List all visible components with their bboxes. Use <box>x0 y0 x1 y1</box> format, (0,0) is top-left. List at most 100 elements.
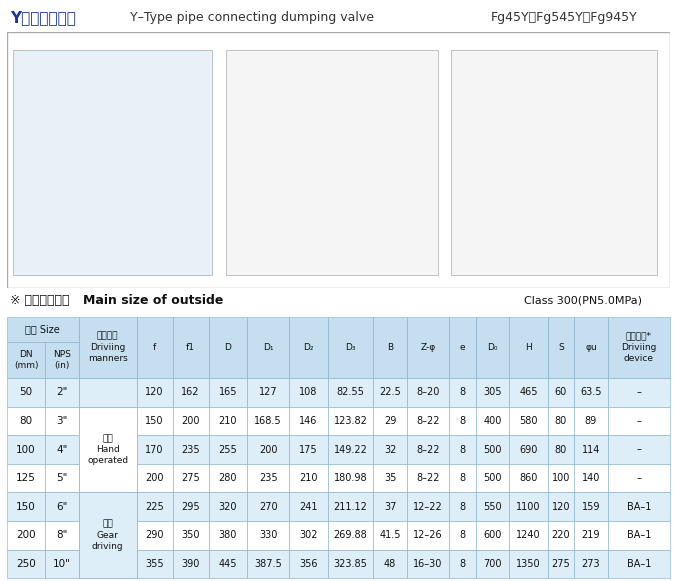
Bar <box>45 521 79 550</box>
Bar <box>509 550 548 578</box>
Text: D₀: D₀ <box>487 343 498 352</box>
Bar <box>209 550 247 578</box>
Text: 302: 302 <box>299 530 318 540</box>
Text: 700: 700 <box>483 559 502 569</box>
Bar <box>289 407 328 435</box>
Bar <box>79 435 137 464</box>
Bar <box>328 435 373 464</box>
Bar <box>7 464 45 492</box>
Text: ※ 主要外形尺寸: ※ 主要外形尺寸 <box>10 294 70 307</box>
Bar <box>548 407 574 435</box>
Text: 165: 165 <box>219 388 237 397</box>
Text: 211.12: 211.12 <box>334 501 368 512</box>
Text: 100: 100 <box>552 473 570 483</box>
Bar <box>79 378 137 407</box>
Bar <box>45 464 79 492</box>
Bar <box>574 378 608 407</box>
Bar <box>574 492 608 521</box>
Bar <box>7 317 79 342</box>
Text: 12–26: 12–26 <box>413 530 443 540</box>
Bar <box>509 492 548 521</box>
Text: 29: 29 <box>384 416 396 426</box>
Bar <box>407 435 449 464</box>
Text: 500: 500 <box>483 473 502 483</box>
Bar <box>7 521 45 550</box>
Bar <box>373 317 407 378</box>
Text: H: H <box>525 343 531 352</box>
Bar <box>608 492 670 521</box>
Bar <box>289 317 328 378</box>
Text: 50: 50 <box>20 388 32 397</box>
Bar <box>509 317 548 378</box>
Text: 235: 235 <box>181 444 200 454</box>
Bar <box>247 435 289 464</box>
Text: f: f <box>153 343 156 352</box>
Bar <box>137 378 173 407</box>
Text: 3": 3" <box>56 416 68 426</box>
Text: 465: 465 <box>519 388 538 397</box>
Bar <box>137 407 173 435</box>
Bar <box>79 407 137 492</box>
Text: Main size of outside: Main size of outside <box>83 294 223 307</box>
Text: 690: 690 <box>519 444 538 454</box>
Text: 60: 60 <box>554 388 567 397</box>
Bar <box>289 464 328 492</box>
Text: D₃: D₃ <box>345 343 356 352</box>
Bar <box>173 550 209 578</box>
Bar <box>173 464 209 492</box>
Text: 41.5: 41.5 <box>379 530 401 540</box>
Bar <box>475 464 509 492</box>
Text: 150: 150 <box>16 501 36 512</box>
Bar <box>137 464 173 492</box>
Text: 600: 600 <box>483 530 502 540</box>
Text: 225: 225 <box>146 501 164 512</box>
Text: Y–Type pipe connecting dumping valve: Y–Type pipe connecting dumping valve <box>129 11 374 24</box>
Text: 273: 273 <box>582 559 600 569</box>
Bar <box>449 521 475 550</box>
Bar <box>373 407 407 435</box>
Bar <box>209 407 247 435</box>
Text: 82.55: 82.55 <box>336 388 364 397</box>
Bar <box>7 342 45 378</box>
Bar <box>79 492 137 578</box>
Text: 120: 120 <box>552 501 570 512</box>
Bar <box>475 378 509 407</box>
Bar <box>328 521 373 550</box>
Bar <box>407 464 449 492</box>
Bar <box>137 492 173 521</box>
Text: 159: 159 <box>582 501 600 512</box>
Text: 200: 200 <box>259 444 278 454</box>
Bar <box>509 407 548 435</box>
Text: 241: 241 <box>299 501 318 512</box>
Bar <box>548 521 574 550</box>
Text: 1100: 1100 <box>516 501 541 512</box>
Text: 356: 356 <box>299 559 318 569</box>
Text: 80: 80 <box>554 444 567 454</box>
Bar <box>79 550 137 578</box>
Text: 123.82: 123.82 <box>334 416 368 426</box>
Bar <box>548 317 574 378</box>
Text: 8: 8 <box>459 530 465 540</box>
Bar <box>45 435 79 464</box>
Bar <box>509 378 548 407</box>
Bar <box>574 550 608 578</box>
Bar <box>45 378 79 407</box>
Text: 149.22: 149.22 <box>334 444 368 454</box>
Bar <box>373 378 407 407</box>
Bar <box>7 378 45 407</box>
Text: 210: 210 <box>219 416 237 426</box>
Bar <box>14 50 213 275</box>
Text: 齿动
Gear
driving: 齿动 Gear driving <box>92 519 123 551</box>
Bar <box>247 407 289 435</box>
Text: 120: 120 <box>146 388 164 397</box>
Bar <box>548 378 574 407</box>
Text: 22.5: 22.5 <box>379 388 401 397</box>
Bar <box>137 317 173 378</box>
Bar <box>548 492 574 521</box>
Bar <box>373 464 407 492</box>
Text: Class 300(PN5.0MPa): Class 300(PN5.0MPa) <box>524 296 642 306</box>
Text: 275: 275 <box>552 559 570 569</box>
Text: 驱动装置*
Driviing
device: 驱动装置* Driviing device <box>621 332 657 363</box>
Text: 127: 127 <box>259 388 278 397</box>
Text: 37: 37 <box>384 501 396 512</box>
